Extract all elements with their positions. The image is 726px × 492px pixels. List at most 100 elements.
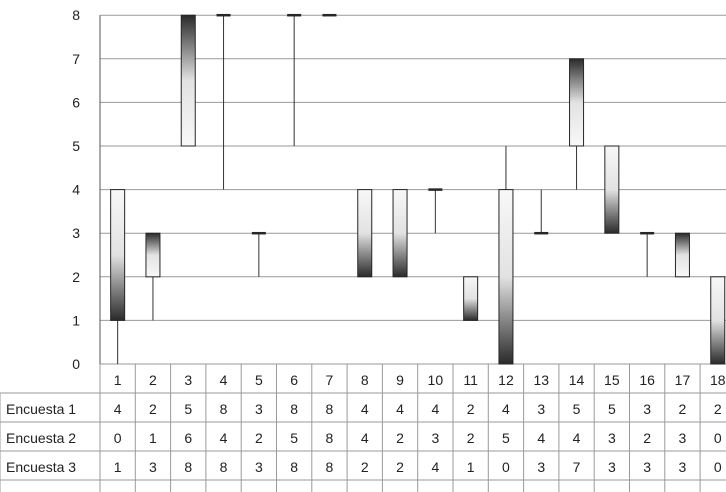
table-cell-value: 0 — [114, 430, 122, 446]
category-label: 12 — [498, 372, 514, 388]
table-cell-value: 3 — [537, 459, 545, 475]
table-cell-value: 8 — [326, 459, 334, 475]
y-tick-label: 0 — [72, 356, 80, 372]
y-tick-label: 3 — [72, 225, 80, 241]
series-name: Encuesta 2 — [6, 430, 76, 446]
table-cell-value: 5 — [608, 401, 616, 417]
y-tick-label: 8 — [72, 7, 80, 23]
open-close-bar — [569, 58, 585, 147]
plot-marks — [110, 13, 726, 365]
table-cell-value: 3 — [679, 459, 687, 475]
table-cell-value: 2 — [679, 401, 687, 417]
table-cell-value: 5 — [573, 401, 581, 417]
table-cell-value: 3 — [431, 430, 439, 446]
table-cell-value: 5 — [290, 430, 298, 446]
table-cell-value: 3 — [608, 459, 616, 475]
open-close-bar — [110, 189, 126, 321]
category-label: 3 — [184, 372, 192, 388]
category-label: 17 — [675, 372, 691, 388]
open-close-bar — [674, 232, 690, 278]
table-cell-value: 2 — [643, 430, 651, 446]
open-close-bar — [710, 276, 726, 365]
table-cell-value: 2 — [714, 401, 722, 417]
table-cell-value: 8 — [184, 459, 192, 475]
category-label: 8 — [361, 372, 369, 388]
table-cell-value: 3 — [643, 459, 651, 475]
category-label: 10 — [428, 372, 444, 388]
open-close-bar — [463, 276, 479, 321]
table-cell-value: 6 — [184, 430, 192, 446]
y-tick-label: 5 — [72, 138, 80, 154]
category-label: 18 — [710, 372, 726, 388]
table-cell-value: 3 — [149, 459, 157, 475]
table-cell-value: 4 — [361, 430, 369, 446]
table-cell-value: 3 — [255, 401, 263, 417]
table-cell-value: 8 — [290, 459, 298, 475]
y-tick-label: 2 — [72, 269, 80, 285]
table-cell-value: 4 — [114, 401, 122, 417]
category-label: 7 — [326, 372, 334, 388]
table-cell-value: 0 — [714, 430, 722, 446]
category-label: 16 — [639, 372, 655, 388]
table-cell-value: 3 — [679, 430, 687, 446]
category-label: 13 — [533, 372, 549, 388]
table-cell-value: 1 — [114, 459, 122, 475]
y-tick-label: 6 — [72, 94, 80, 110]
table-cell-value: 4 — [502, 401, 510, 417]
category-label: 4 — [220, 372, 228, 388]
table-cell-value: 4 — [537, 430, 545, 446]
series-name: Encuesta 1 — [6, 401, 76, 417]
series-name: Encuesta 3 — [6, 459, 76, 475]
table-cell-value: 2 — [467, 430, 475, 446]
table-cell-value: 7 — [573, 459, 581, 475]
table-cell-value: 4 — [361, 401, 369, 417]
table-cell-value: 4 — [220, 430, 228, 446]
open-close-bar — [357, 189, 373, 278]
open-close-bar — [604, 145, 620, 234]
gridlines — [0, 14, 726, 492]
table-cell-value: 0 — [502, 459, 510, 475]
category-label: 14 — [569, 372, 585, 388]
table-cell-value: 3 — [255, 459, 263, 475]
table-cell-value: 8 — [326, 401, 334, 417]
table-cell-value: 4 — [396, 401, 404, 417]
table-cell-value: 5 — [184, 401, 192, 417]
table-cell-value: 4 — [431, 401, 439, 417]
table-cell-value: 4 — [431, 459, 439, 475]
table-cell-value: 3 — [537, 401, 545, 417]
category-label: 2 — [149, 372, 157, 388]
y-tick-label: 4 — [72, 182, 80, 198]
y-tick-label: 1 — [72, 312, 80, 328]
open-close-bar — [145, 232, 161, 278]
table-cell-value: 5 — [502, 430, 510, 446]
y-tick-label: 7 — [72, 51, 80, 67]
table-cell-value: 2 — [396, 459, 404, 475]
open-close-bar — [180, 14, 196, 147]
table-cell-value: 8 — [220, 459, 228, 475]
table-cell-value: 2 — [467, 401, 475, 417]
table-cell-value: 8 — [290, 401, 298, 417]
table-cell-value: 2 — [361, 459, 369, 475]
table-cell-value: 2 — [149, 401, 157, 417]
category-label: 1 — [114, 372, 122, 388]
table-cell-value: 1 — [149, 430, 157, 446]
category-label: 15 — [604, 372, 620, 388]
table-cell-value: 8 — [326, 430, 334, 446]
category-label: 5 — [255, 372, 263, 388]
category-label: 6 — [290, 372, 298, 388]
category-label: 9 — [396, 372, 404, 388]
open-close-bar — [392, 189, 408, 278]
table-cell-value: 8 — [220, 401, 228, 417]
table-cell-value: 1 — [467, 459, 475, 475]
open-close-bar — [498, 189, 514, 365]
table-cell-value: 2 — [255, 430, 263, 446]
table-cell-value: 3 — [643, 401, 651, 417]
table-cell-value: 0 — [714, 459, 722, 475]
y-axis-ticks: 0 1 2 3 4 5 6 7 8 — [72, 7, 80, 372]
table-cell-value: 3 — [608, 430, 616, 446]
category-label: 11 — [463, 372, 478, 388]
table-cell-value: 4 — [573, 430, 581, 446]
table-cell-value: 2 — [396, 430, 404, 446]
